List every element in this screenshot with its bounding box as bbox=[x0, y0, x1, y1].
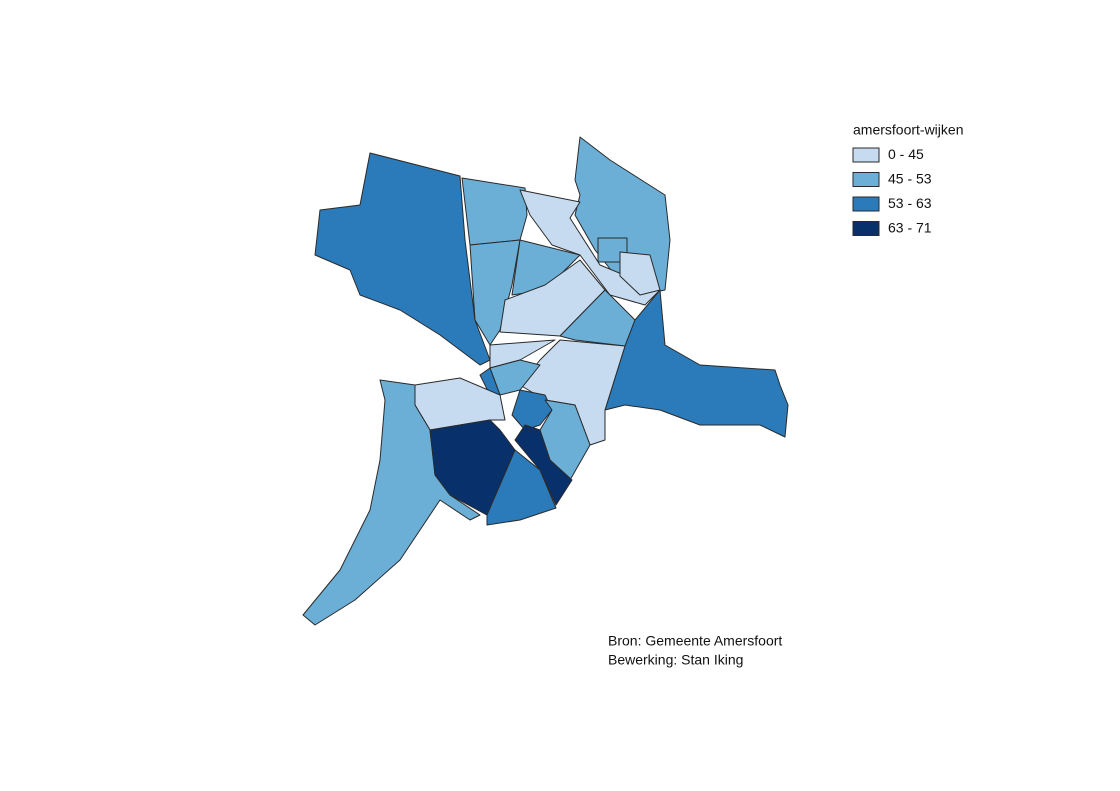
legend-swatch bbox=[852, 172, 880, 187]
district bbox=[511, 389, 553, 431]
district bbox=[604, 289, 789, 438]
legend-swatch bbox=[852, 196, 880, 212]
district bbox=[486, 449, 557, 526]
source-line: Bron: Gemeente Amersfoort bbox=[608, 633, 782, 649]
district bbox=[314, 152, 491, 366]
legend-title: amersfoort-wijken bbox=[853, 122, 963, 138]
source-line: Bewerking: Stan Iking bbox=[608, 652, 743, 668]
legend-label: 0 - 45 bbox=[888, 146, 924, 162]
district bbox=[302, 379, 481, 626]
legend-label: 63 - 71 bbox=[888, 220, 932, 236]
legend-swatch bbox=[852, 147, 880, 163]
district bbox=[619, 251, 661, 296]
district bbox=[559, 289, 636, 347]
source: Bron: Gemeente Amersfoort Bewerking: Sta… bbox=[608, 633, 782, 668]
districts bbox=[302, 136, 789, 626]
district bbox=[461, 177, 528, 246]
legend-label: 53 - 63 bbox=[888, 195, 932, 211]
legend-label: 45 - 53 bbox=[888, 171, 932, 187]
legend: amersfoort-wijken 0 - 45 45 - 53 53 - 63 63… bbox=[852, 122, 963, 236]
legend-swatch bbox=[852, 221, 880, 236]
